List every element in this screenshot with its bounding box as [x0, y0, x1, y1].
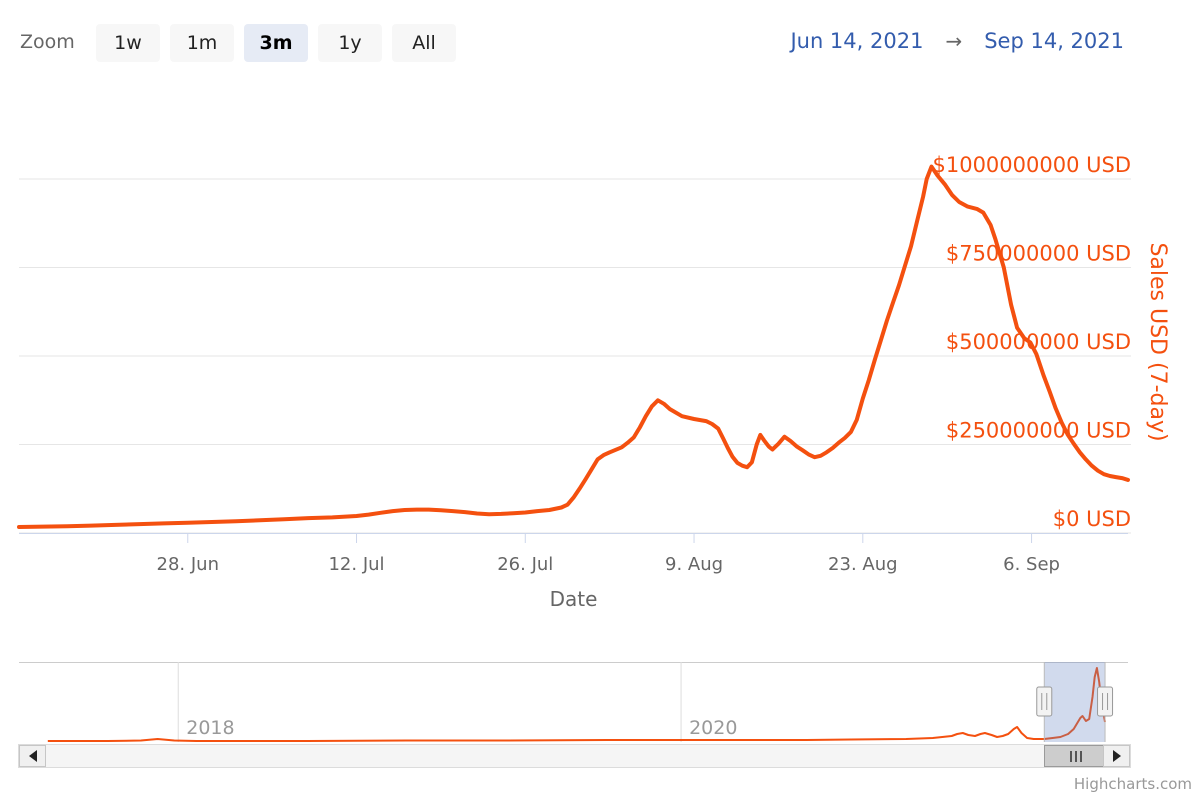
range-selector-buttons: 1w 1m 3m 1y All: [96, 24, 456, 62]
x-axis-label: 26. Jul: [497, 554, 553, 575]
y-axis-label: $500000000 USD: [946, 330, 1131, 354]
navigator-left-handle[interactable]: [1036, 686, 1053, 717]
range-input-from[interactable]: Jun 14, 2021: [790, 29, 924, 53]
x-axis-label: 28. Jun: [157, 554, 219, 575]
scrollbar-right-button[interactable]: [1103, 745, 1130, 767]
range-button-1y[interactable]: 1y: [318, 24, 382, 62]
navigator-right-handle[interactable]: [1097, 686, 1114, 717]
y-axis-label: $750000000 USD: [946, 242, 1131, 266]
range-inputs: Jun 14, 2021 → Sep 14, 2021: [790, 29, 1124, 53]
scrollbar-thumb[interactable]: [1044, 745, 1107, 767]
x-axis-title: Date: [550, 587, 598, 611]
x-axis-label: 6. Sep: [1003, 554, 1060, 575]
range-arrow-icon: →: [945, 29, 963, 53]
scrollbar-left-button[interactable]: [19, 745, 46, 767]
range-button-1w[interactable]: 1w: [96, 24, 160, 62]
right-arrow-icon: [1112, 750, 1121, 762]
grip-icon: [1069, 750, 1082, 762]
series-line: [17, 164, 1130, 529]
y-axis-label: $250000000 USD: [946, 419, 1131, 443]
range-input-to[interactable]: Sep 14, 2021: [984, 29, 1124, 53]
navigator-year-label: 2018: [186, 717, 234, 739]
range-button-1m[interactable]: 1m: [170, 24, 234, 62]
left-arrow-icon: [28, 750, 37, 762]
x-axis-label: 12. Jul: [328, 554, 384, 575]
scrollbar-track[interactable]: [18, 744, 1131, 768]
navigator-selected-range[interactable]: [1044, 662, 1106, 742]
x-axis-label: 23. Aug: [828, 554, 898, 575]
y-axis-label: $1000000000 USD: [932, 153, 1131, 177]
y-axis-label: $0 USD: [1053, 507, 1131, 531]
highcharts-credits[interactable]: Highcharts.com: [1073, 775, 1192, 793]
range-button-all[interactable]: All: [392, 24, 456, 62]
navigator-year-label: 2020: [689, 717, 737, 739]
navigator-series-line: [47, 667, 1106, 742]
y-axis-title: Sales USD (7-day): [1145, 242, 1170, 441]
range-button-3m[interactable]: 3m: [244, 24, 308, 62]
zoom-label: Zoom: [20, 31, 75, 53]
x-axis-label: 9. Aug: [665, 554, 723, 575]
